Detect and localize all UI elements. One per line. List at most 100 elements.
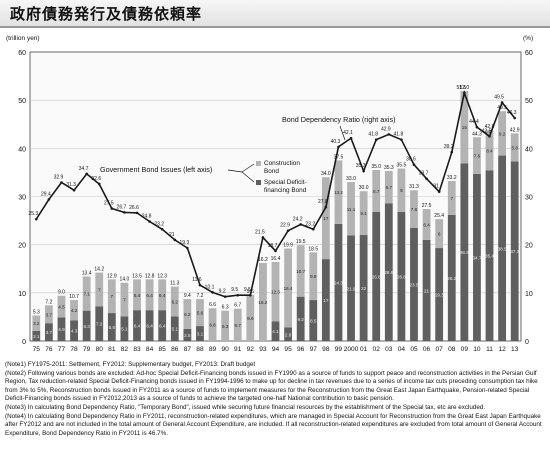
- label-bar-total: 33.0: [346, 176, 356, 182]
- bar-deficit-bond: [183, 328, 192, 341]
- label-construction-value: 7: [450, 196, 453, 201]
- label-construction-value: 6.4: [423, 222, 430, 227]
- label-construction-value: 6.4: [146, 293, 153, 298]
- label-construction-value: 7.1: [83, 292, 90, 297]
- bar-construction-bond: [284, 248, 292, 328]
- bar-construction-bond: [95, 272, 104, 307]
- bar-construction-bond: [44, 305, 53, 324]
- bar-deficit-bond: [82, 310, 91, 341]
- x-tick-label: 98: [322, 346, 330, 353]
- ratio-point: [72, 188, 76, 192]
- ratio-point: [299, 223, 302, 226]
- ratio-point: [236, 293, 240, 297]
- label-ratio-value: 39.2: [444, 144, 454, 150]
- label-construction-value: 5.6: [197, 311, 204, 316]
- x-tick-label: 84: [146, 346, 154, 353]
- ratio-point: [211, 291, 214, 294]
- bar-construction-bond: [57, 295, 66, 318]
- bar-deficit-bond: [397, 211, 406, 341]
- label-ratio-value: 24.2: [293, 216, 303, 222]
- label-construction-value: 3.2: [33, 321, 40, 326]
- legend-bracket-lower: [241, 171, 255, 183]
- label-bar-total: 7.2: [196, 293, 203, 299]
- y-tick-right: 60: [525, 50, 533, 57]
- label-bar-total: 27.5: [422, 203, 432, 209]
- bar-construction-bond: [133, 279, 141, 311]
- x-tick-label: 10: [473, 346, 481, 353]
- bar-construction-bond: [359, 191, 368, 236]
- label-construction-value: 10.7: [296, 269, 305, 274]
- label-construction-value: 11.1: [347, 207, 356, 212]
- label-ratio-value: 24.8: [142, 214, 152, 220]
- label-ratio-value: 32.9: [54, 175, 64, 181]
- ratio-point: [324, 205, 328, 209]
- label-deficit-value: 7.2: [96, 322, 103, 327]
- legend-construction-line2: Bond: [264, 168, 279, 175]
- annotation-ratio-leader: [339, 125, 346, 141]
- label-deficit-value: 6.4: [146, 324, 153, 329]
- ratio-point: [160, 227, 164, 231]
- label-construction-value: 6.7: [235, 323, 242, 328]
- y-tick-left: 40: [18, 146, 26, 153]
- label-bar-total: 11.3: [170, 281, 180, 287]
- bar-construction-bond: [321, 177, 330, 260]
- label-construction-value: 17: [323, 216, 329, 221]
- label-ratio-value: 32.6: [91, 176, 101, 182]
- note-1: (Note1) FY1975-2011: Settlement, FY2012:…: [5, 361, 256, 368]
- ratio-point: [475, 125, 479, 129]
- bar-deficit-bond: [309, 300, 318, 341]
- label-construction-value: 16.4: [284, 286, 293, 291]
- x-tick-label: 09: [461, 346, 469, 353]
- bar-deficit-bond: [460, 163, 469, 341]
- y-axis-label-right: (%): [523, 35, 533, 42]
- x-tick-label: 02: [373, 346, 381, 353]
- ratio-point: [261, 236, 265, 239]
- bar-deficit-bond: [321, 259, 330, 341]
- x-tick-label: 93: [259, 346, 267, 353]
- label-ratio-value: 9.5: [231, 287, 238, 293]
- legend-construction-line1: Construction: [264, 160, 300, 167]
- annotation-issues-leader: [227, 169, 243, 173]
- bar-construction-bond: [233, 308, 242, 341]
- label-ratio-value: 9.5: [244, 287, 251, 293]
- label-ratio-value: 27.8: [318, 199, 328, 205]
- label-ratio-value: 18.7: [268, 243, 278, 249]
- label-bar-total: 35.0: [371, 164, 381, 170]
- label-bar-total: 44.3: [472, 131, 482, 137]
- label-ratio-value: 27.5: [104, 201, 114, 207]
- x-tick-label: 79: [83, 346, 91, 353]
- label-ratio-value: 41.8: [368, 132, 378, 138]
- label-ratio-value: 41.8: [394, 132, 404, 138]
- x-tick-label: 77: [58, 346, 66, 353]
- ratio-point: [286, 229, 290, 232]
- label-deficit-value: 23.5: [410, 282, 419, 287]
- notes-section: (Note1) FY1975-2011: Settlement, FY2012:…: [5, 361, 545, 438]
- ratio-point: [186, 246, 189, 250]
- bar-deficit-bond: [296, 296, 305, 341]
- label-bar-total: 10.7: [69, 294, 79, 300]
- bar-deficit-bond: [384, 203, 393, 341]
- bar-construction-bond: [120, 282, 129, 317]
- label-deficit-value: 2.8: [285, 332, 292, 337]
- bar-deficit-bond: [196, 326, 204, 341]
- label-deficit-value: 21.9: [347, 286, 356, 291]
- bar-construction-bond: [70, 300, 78, 321]
- label-bar-total: 6.6: [209, 302, 216, 308]
- label-construction-value: 7: [98, 287, 101, 292]
- label-deficit-value: 5.1: [121, 327, 128, 332]
- label-ratio-value: 36.6: [406, 157, 416, 163]
- x-tick-label: 75: [33, 346, 41, 353]
- label-deficit-value: 22: [361, 286, 367, 291]
- bar-construction-bond: [208, 308, 217, 341]
- label-ratio-value: 29.4: [41, 191, 51, 197]
- ratio-point: [34, 217, 38, 221]
- label-deficit-value: 9.2: [297, 317, 304, 322]
- annotation-issues-label: Government Bond Issues (left axis): [100, 165, 212, 174]
- ratio-point: [488, 134, 491, 138]
- ratio-point: [425, 177, 428, 180]
- x-tick-label: 78: [70, 346, 78, 353]
- label-ratio-value: 31: [433, 184, 439, 190]
- bar-deficit-bond: [32, 330, 41, 341]
- label-deficit-value: 8.5: [310, 319, 317, 324]
